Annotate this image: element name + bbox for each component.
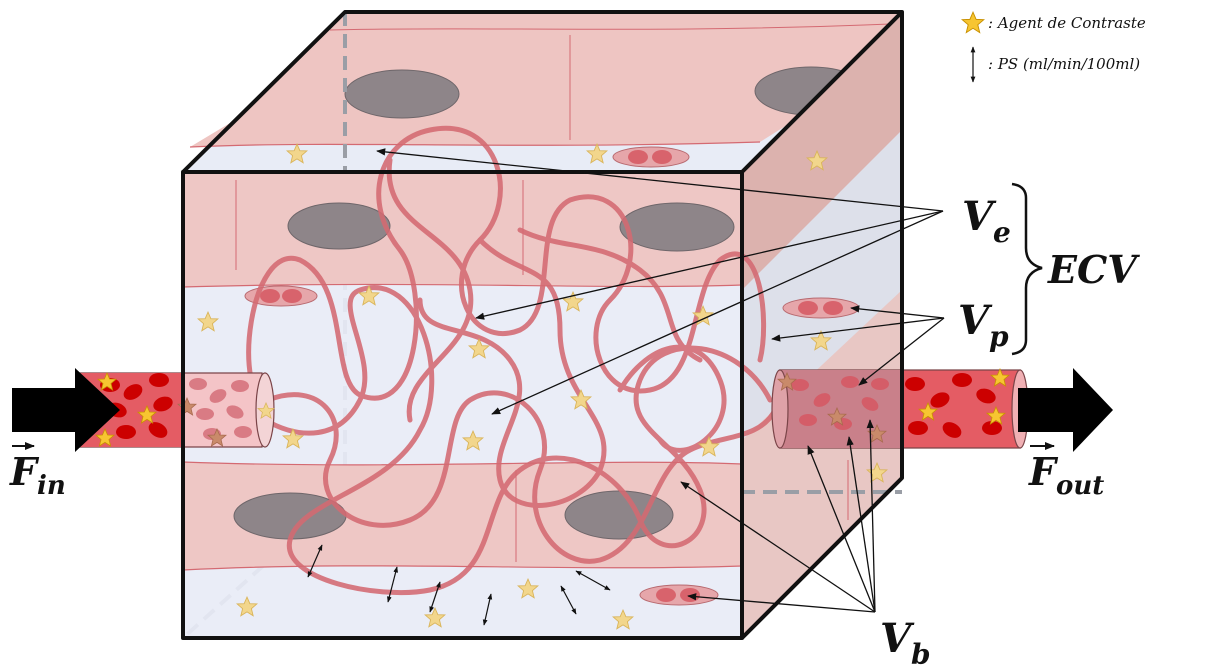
capillary-cross-sections [244,146,860,606]
nucleus [344,69,460,119]
legend-contrast-label: : Agent de Contraste [988,14,1146,32]
flow-arrows [12,368,1113,452]
legend: : Agent de Contraste : PS (ml/min/100ml) [961,11,1146,83]
contrast-star-icon [961,11,985,34]
ve-label: Ve [962,193,1011,249]
nucleus [564,490,674,540]
legend-ps-label: : PS (ml/min/100ml) [988,55,1140,73]
nucleus [619,202,735,252]
f-out-label: Fout [1028,442,1104,501]
flow-in-arrow [12,368,120,452]
cube-frame [181,10,904,640]
vessel-in [79,372,275,448]
f-in-label: Fin [9,442,66,501]
vb-label: Vb [880,615,931,668]
nucleus [287,202,391,250]
flow-out-arrow [1018,368,1113,452]
svg-text:Fin: Fin [9,449,66,501]
pointer-arrows [376,148,945,613]
svg-text:Fout: Fout [1028,449,1104,501]
vp-label: Vp [958,297,1009,353]
ecv-brace [1011,182,1043,356]
ps-exchange-arrows [307,544,611,626]
ecv-label: ECV [1047,247,1140,292]
cube-right-face [742,12,902,638]
